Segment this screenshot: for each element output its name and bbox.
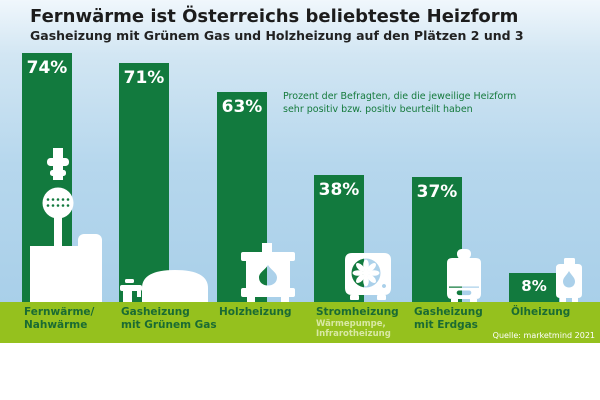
district-heating-tower-icon	[30, 148, 102, 302]
category-label-strom: Stromheizung Wärmepumpe, Infrarotheizung	[316, 306, 399, 339]
bar-value: 38%	[318, 180, 360, 200]
category-label-holz: Holzheizung	[219, 306, 292, 319]
oil-tank-icon	[556, 258, 582, 302]
gas-dome-icon	[120, 270, 208, 302]
category-line: mit Grünem Gas	[121, 319, 217, 331]
bar-value: 63%	[221, 97, 263, 117]
category-line: Nahwärme	[24, 319, 88, 331]
category-label-oel: Ölheizung	[511, 306, 570, 319]
category-label-fernwaerme: Fernwärme/ Nahwärme	[24, 306, 94, 332]
category-line: Holzheizung	[219, 306, 292, 318]
category-line: mit Erdgas	[414, 319, 478, 331]
bar-value: 8%	[521, 277, 547, 295]
category-line: Gasheizung	[414, 306, 483, 318]
footer-whitespace	[0, 343, 600, 400]
annotation-line-2: sehr positiv bzw. positiv beurteilt habe…	[283, 104, 473, 115]
category-line: Stromheizung	[316, 306, 399, 318]
annotation-note: Prozent der Befragten, die die jeweilige…	[283, 90, 583, 116]
annotation-line-1: Prozent der Befragten, die die jeweilige…	[283, 91, 517, 102]
bar-gas-gruen: 71%	[119, 63, 169, 302]
bar-value: 37%	[416, 182, 458, 202]
bar-strom: 38%	[314, 175, 364, 302]
category-line: Ölheizung	[511, 306, 571, 318]
category-label-gas-gruen: Gasheizung mit Grünem Gas	[121, 306, 217, 332]
bar-value: 71%	[123, 68, 165, 88]
category-line: Fernwärme/	[24, 306, 95, 318]
category-subline: Infrarotheizung	[316, 329, 391, 339]
wood-stove-icon	[241, 243, 295, 302]
source-note: Quelle: marketmind 2021	[492, 331, 595, 340]
gas-boiler-icon	[447, 249, 481, 302]
category-subline: Wärmepumpe,	[316, 319, 386, 329]
heat-pump-icon	[345, 253, 391, 300]
category-line: Gasheizung	[121, 306, 190, 318]
label-strip: Fernwärme/ Nahwärme Gasheizung mit Grüne…	[0, 302, 600, 343]
page-subtitle: Gasheizung mit Grünem Gas und Holzheizun…	[30, 28, 524, 43]
bar-value: 74%	[26, 58, 68, 78]
bar-oel: 8%	[509, 273, 559, 302]
category-sublabel: Wärmepumpe, Infrarotheizung	[316, 319, 399, 339]
page-title: Fernwärme ist Österreichs beliebteste He…	[30, 6, 519, 27]
category-label-gas-erdgas: Gasheizung mit Erdgas	[414, 306, 483, 332]
